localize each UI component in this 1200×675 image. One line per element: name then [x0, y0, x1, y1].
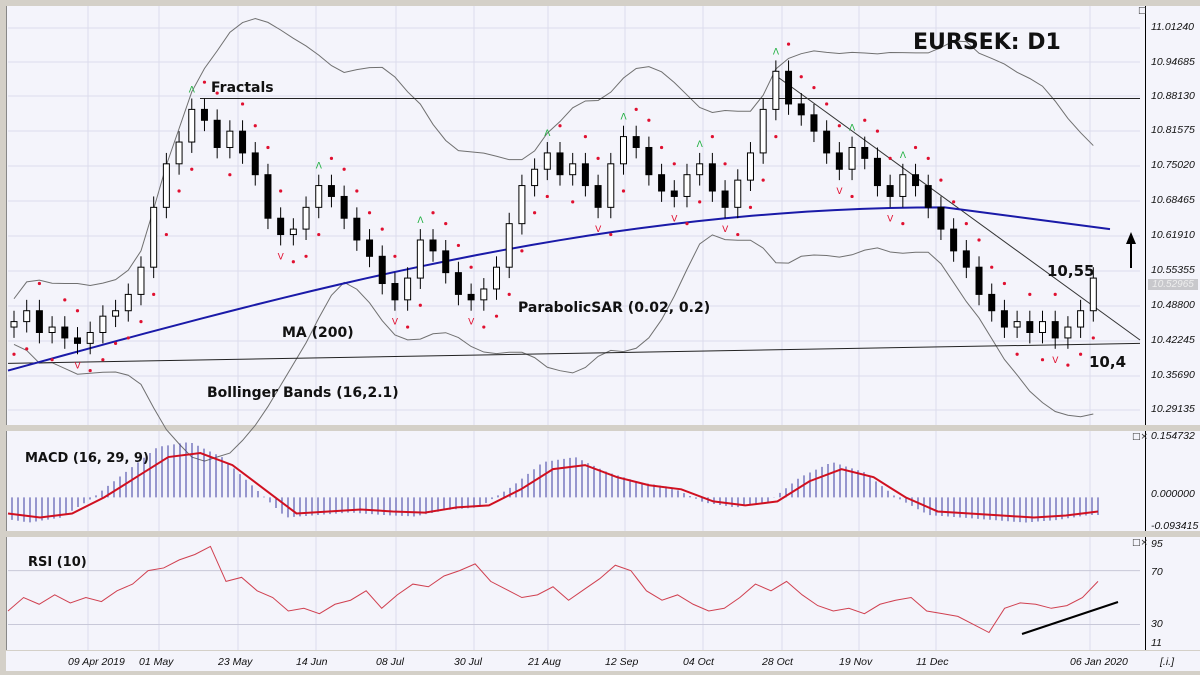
- rsi-tick: 95: [1151, 538, 1163, 550]
- svg-text:V: V: [595, 225, 602, 235]
- svg-text:Λ: Λ: [544, 129, 551, 139]
- date-tick: 19 Nov: [839, 656, 873, 668]
- svg-text:Λ: Λ: [900, 151, 907, 161]
- svg-text:V: V: [468, 318, 475, 328]
- svg-text:V: V: [392, 318, 399, 328]
- date-tick: 12 Sep: [605, 656, 639, 668]
- rsi-tick: 30: [1151, 618, 1163, 630]
- date-tick: 06 Jan 2020: [1070, 656, 1128, 668]
- fractals-label: Fractals: [211, 80, 274, 96]
- date-axis: [6, 651, 1200, 671]
- date-tick: 23 May: [218, 656, 253, 668]
- rsi-pane[interactable]: [6, 537, 1147, 650]
- date-tick: 14 Jun: [296, 656, 328, 668]
- macd-pane-buttons[interactable]: □×: [1132, 432, 1149, 442]
- psar-label: ParabolicSAR (0.02, 0.2): [518, 300, 711, 316]
- price-tick: 10.35690: [1151, 369, 1195, 381]
- macd-tick: 0.154732: [1151, 430, 1195, 442]
- svg-text:V: V: [74, 361, 81, 371]
- price-tick: 10.55355: [1151, 264, 1195, 276]
- price-tick: 10.42245: [1151, 334, 1195, 346]
- price-tick: 10.94685: [1151, 56, 1195, 68]
- svg-text:V: V: [1052, 356, 1059, 366]
- svg-text:V: V: [671, 214, 678, 224]
- rsi-label: RSI (10): [28, 555, 87, 570]
- support-level-label: 10,4: [1089, 353, 1127, 371]
- svg-text:V: V: [887, 214, 894, 224]
- chart-title: EURSEK: D1: [913, 30, 1061, 55]
- macd-label: MACD (16, 29, 9): [25, 451, 149, 466]
- price-tick: 10.48800: [1151, 299, 1195, 311]
- ma-label: MA (200): [282, 325, 354, 341]
- rsi-pane-buttons[interactable]: □×: [1132, 538, 1149, 548]
- svg-text:V: V: [278, 252, 285, 262]
- rsi-axis: [1146, 537, 1200, 650]
- price-pane[interactable]: [6, 6, 1147, 425]
- svg-text:Λ: Λ: [189, 86, 196, 96]
- price-tick: 10.61910: [1151, 229, 1195, 241]
- svg-text:Λ: Λ: [697, 140, 704, 150]
- svg-text:Λ: Λ: [316, 162, 323, 172]
- price-tick: 11.01240: [1151, 21, 1195, 33]
- rsi-tick: 11: [1151, 637, 1162, 649]
- price-axis: [1146, 6, 1200, 425]
- svg-text:V: V: [836, 187, 843, 197]
- current-price-marker: 10.52965: [1148, 279, 1198, 290]
- price-tick: 10.88130: [1151, 90, 1195, 102]
- resistance-level-label: 10,55: [1047, 262, 1095, 280]
- price-tick: 10.29135: [1151, 403, 1195, 415]
- date-tick: 30 Jul: [454, 656, 483, 668]
- scroll-marker[interactable]: [.i.]: [1160, 656, 1175, 668]
- rsi-tick: 70: [1151, 566, 1163, 578]
- svg-text:Λ: Λ: [773, 47, 780, 57]
- svg-text:Λ: Λ: [620, 113, 627, 123]
- price-tick: 10.68465: [1151, 194, 1195, 206]
- svg-text:Λ: Λ: [849, 124, 856, 134]
- price-tick: 10.75020: [1151, 159, 1195, 171]
- price-tick: 10.81575: [1151, 124, 1195, 136]
- date-tick: 21 Aug: [528, 656, 561, 668]
- price-pane-maximize-button[interactable]: □: [1138, 6, 1147, 16]
- date-tick: 11 Dec: [916, 656, 949, 668]
- macd-axis: [1146, 431, 1200, 531]
- date-tick: 08 Jul: [376, 656, 405, 668]
- date-tick: 04 Oct: [683, 656, 714, 668]
- date-tick: 28 Oct: [762, 656, 793, 668]
- date-tick: 09 Apr 2019: [68, 656, 125, 668]
- macd-tick: 0.000000: [1151, 488, 1195, 500]
- macd-tick: -0.093415: [1151, 520, 1199, 532]
- bollinger-label: Bollinger Bands (16,2.1): [207, 385, 399, 401]
- date-tick: 01 May: [139, 656, 174, 668]
- svg-text:V: V: [722, 225, 729, 235]
- svg-text:Λ: Λ: [417, 216, 424, 226]
